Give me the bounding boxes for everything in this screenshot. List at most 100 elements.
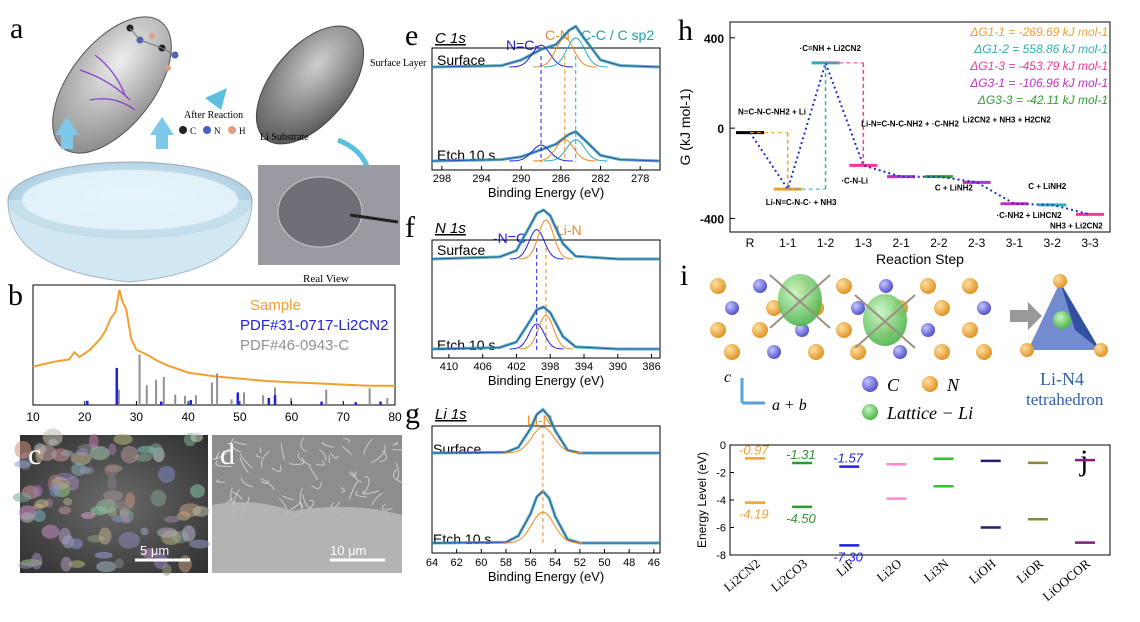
h-category-label: 1-2 xyxy=(817,236,835,250)
h-delta-g-annotation: ΔG3-3 = -42.11 kJ mol-1 xyxy=(977,93,1108,107)
j-lumo-value: -0.97 xyxy=(739,442,769,457)
li-disc-before xyxy=(52,16,172,154)
sem-grain xyxy=(71,463,87,476)
g-etch-label: Etch 10 s xyxy=(433,531,491,547)
sem-fiber xyxy=(230,437,242,453)
xps-fit-envelope xyxy=(431,131,661,162)
atom-h-icon xyxy=(228,126,236,134)
sem-fiber xyxy=(311,481,323,490)
sem-grain xyxy=(63,497,73,506)
xps-component-peak xyxy=(509,144,573,162)
nitrogen-atom xyxy=(962,322,978,338)
sem-fiber xyxy=(342,445,352,456)
sem-grains-c xyxy=(12,428,211,576)
xrd-tick-label: 30 xyxy=(130,410,144,424)
h-delta-g-annotation: ΔG3-1 = -106.96 kJ mol-1 xyxy=(969,76,1108,90)
j-ytick-label: -6 xyxy=(716,523,726,535)
h-category-label: 1-1 xyxy=(779,236,797,250)
panel-h: h 400 0 -400 R 1-1 1-2 1-3 2-1 2-2 2-3 3-1 3-2 3-3 Re… xyxy=(677,14,1111,267)
h-species-label: N≡C-N-C-NH2 + Li xyxy=(738,108,806,117)
atom-n-icon xyxy=(203,126,211,134)
sem-fiber xyxy=(260,450,270,468)
xps-component-peak xyxy=(543,139,608,162)
j-homo-value: -4.19 xyxy=(739,507,769,522)
xps-fit-envelope xyxy=(431,209,660,260)
crystal-structure xyxy=(710,274,992,360)
h-ylabel: G (kJ mol-1) xyxy=(677,89,693,166)
xps-tick-label: 58 xyxy=(500,557,512,569)
arrow-to-tetra-icon xyxy=(1010,302,1042,330)
sem-fiber xyxy=(297,452,311,466)
xps-component-peak xyxy=(509,44,573,68)
sem-grain xyxy=(36,445,57,461)
panel-a: a After Reaction C N H xyxy=(7,12,427,285)
sem-grain xyxy=(140,527,149,536)
sem-fiber xyxy=(379,450,388,463)
h-species-label: NH3 + Li2CN2 xyxy=(1050,221,1103,230)
atom-legend: C N H xyxy=(179,126,246,136)
sem-grain xyxy=(33,509,46,523)
f-surface-label: Surface xyxy=(437,242,485,258)
xps-tick-label: 390 xyxy=(609,361,627,373)
nitrogen-atom xyxy=(836,278,852,294)
h-species-label: C + LiNH2 xyxy=(1028,182,1067,191)
j-ytick-label: 0 xyxy=(720,440,726,452)
xps-frame xyxy=(431,239,661,359)
li-n-bond xyxy=(854,294,916,349)
tetra-sub: tetrahedron xyxy=(1026,390,1104,409)
sem-fiber xyxy=(393,468,409,485)
sem-fiber xyxy=(240,477,254,488)
sem-grain xyxy=(189,539,211,549)
j-category-label: Li2CN2 xyxy=(721,556,763,595)
h-ytick-label: 0 xyxy=(717,122,724,136)
sem-grain xyxy=(12,492,32,503)
energy-level-plot: 0 -2 -4 -6 -8 Energy Level (eV) Li2CN2 Li2CO3 Li… xyxy=(695,440,1111,604)
sem-fiber xyxy=(392,442,399,446)
xrd-plot: 10 20 30 40 50 60 70 80 xyxy=(26,284,402,424)
f-peak-nc: -N=C xyxy=(493,230,526,246)
carbon-atom xyxy=(893,345,907,359)
panel-g: g Li 1s Surface Etch 10 s Li-N 64 62 60 58 5… xyxy=(405,397,661,584)
scale-d-label: 10 μm xyxy=(330,543,366,558)
xps-tick-label: 62 xyxy=(451,557,463,569)
legend-n-icon xyxy=(922,376,938,392)
panel-g-label: g xyxy=(405,397,420,430)
xps-tick-label: 50 xyxy=(598,557,610,569)
sem-grain xyxy=(137,445,156,454)
sem-grain xyxy=(33,485,43,497)
xps-frame xyxy=(431,425,661,554)
xps-tick-label: 398 xyxy=(541,361,559,373)
xps-fit-envelope xyxy=(431,25,661,68)
nitrogen-atom xyxy=(920,278,936,294)
h-ytick-label: 400 xyxy=(704,32,724,46)
legend-c-icon xyxy=(862,376,878,392)
sem-fiber xyxy=(240,453,253,469)
sem-grain xyxy=(192,506,210,517)
lithium-atom xyxy=(778,274,822,326)
legend-c-label: C xyxy=(887,375,900,395)
sem-grain xyxy=(68,560,86,569)
sem-fiber xyxy=(271,465,282,472)
xps-tick-label: 52 xyxy=(574,557,586,569)
arrow-right-icon xyxy=(205,88,227,110)
xps-c1s-title: C 1s xyxy=(435,30,466,47)
atom-n-label: N xyxy=(214,126,221,136)
panel-h-label: h xyxy=(678,14,693,47)
xps-li1s-plot: 64 62 60 58 56 54 52 50 48 46 Binding Energy (eV) xyxy=(426,407,661,584)
j-category-label: LiOOCOR xyxy=(1040,556,1094,604)
sem-fiber xyxy=(227,447,235,451)
sem-grain xyxy=(18,562,34,569)
h-pathway xyxy=(749,59,1091,216)
carbon-atom xyxy=(851,301,865,315)
nitrogen-atom xyxy=(850,344,866,360)
xps-tick-label: 386 xyxy=(642,361,660,373)
scale-c-label: 5 μm xyxy=(140,543,169,558)
h-category-label: 3-1 xyxy=(1006,236,1024,250)
panel-c: c 5 μm xyxy=(12,428,211,576)
panel-b: b 10 20 30 40 50 60 70 80 Sample PDF#31-0717-Li… xyxy=(8,279,402,424)
j-category-label: Li2O xyxy=(874,556,905,585)
j-ytick-label: -4 xyxy=(716,495,726,507)
nitrogen-atom xyxy=(752,322,768,338)
xps-tick-label: 282 xyxy=(591,173,609,185)
h-category-label: 2-1 xyxy=(892,236,910,250)
